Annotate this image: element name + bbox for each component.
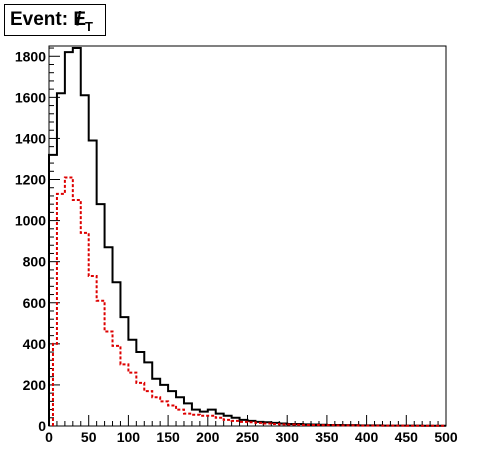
x-tick-label: 500 (434, 429, 458, 445)
y-tick-label: 1600 (15, 89, 46, 105)
x-tick-label: 300 (276, 429, 300, 445)
plot-frame (48, 45, 447, 427)
y-tick-label: 1200 (15, 172, 46, 188)
y-tick-label: 400 (23, 336, 47, 352)
title-variable-letter: E (73, 9, 87, 30)
title-subscript: T (85, 19, 93, 34)
x-axis: 0 50 100 150 200 250 300 350 400 450 500 (45, 415, 458, 445)
title-slash: / (76, 9, 82, 30)
y-axis: 0 200 400 600 800 1000 1200 1400 1600 1800 (15, 47, 60, 434)
title-prefix: Event: (10, 9, 74, 30)
y-tick-label: 600 (23, 295, 47, 311)
title-variable: E / (73, 6, 86, 34)
histogram-black-series (48, 47, 446, 427)
x-tick-label: 400 (355, 429, 379, 445)
histogram-series (48, 47, 446, 427)
y-tick-label: 800 (23, 254, 47, 270)
x-tick-label: 50 (81, 429, 97, 445)
y-tick-label: 1800 (15, 48, 46, 64)
x-tick-label: 150 (156, 429, 180, 445)
histogram-red-series (51, 176, 446, 427)
x-tick-label: 250 (236, 429, 260, 445)
y-tick-label: 0 (38, 418, 46, 434)
x-tick-label: 350 (315, 429, 339, 445)
x-tick-label: 200 (196, 429, 220, 445)
y-tick-label: 200 (23, 377, 47, 393)
y-tick-label: 1000 (15, 213, 46, 229)
y-tick-label: 1400 (15, 130, 46, 146)
x-tick-label: 100 (117, 429, 141, 445)
chart-title: Event: E / T (10, 6, 93, 35)
title-box: Event: E / T (4, 4, 106, 36)
x-tick-label: 450 (395, 429, 419, 445)
x-tick-label: 0 (45, 429, 53, 445)
